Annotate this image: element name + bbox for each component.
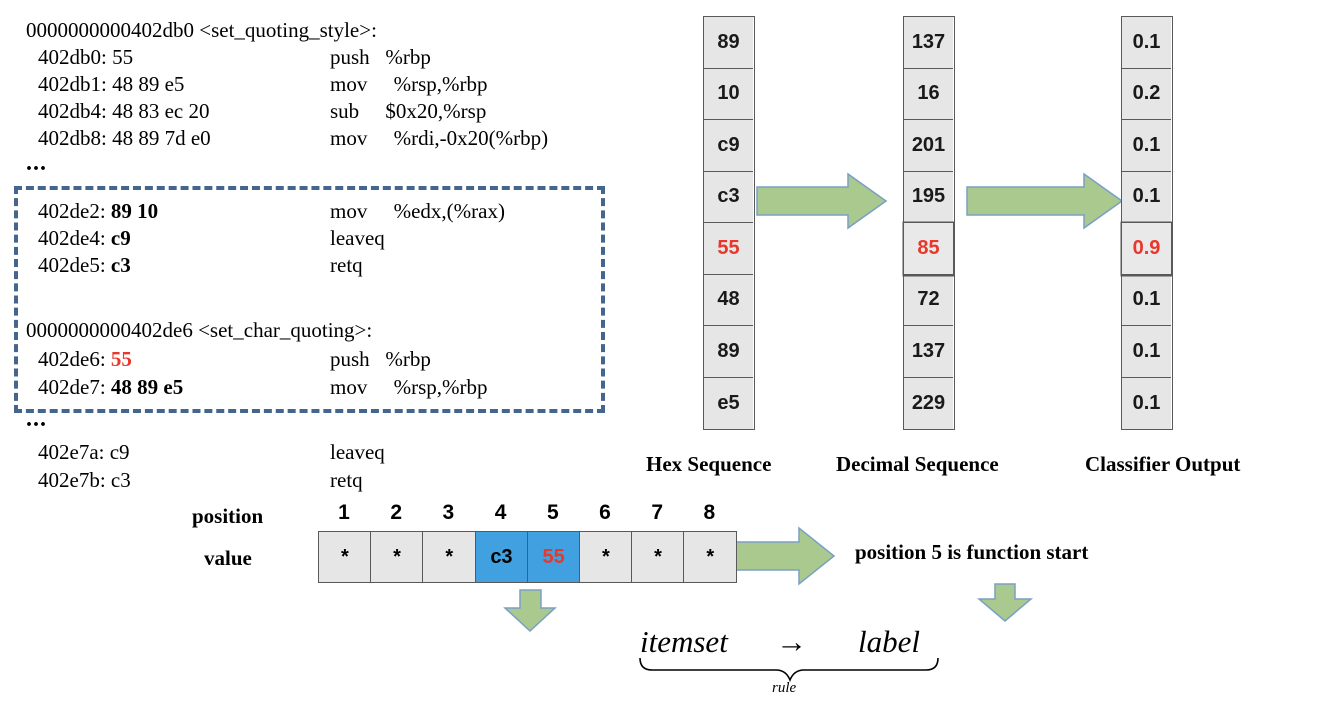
ellipsis: ... — [26, 406, 47, 432]
decimal-cell: 72 — [904, 274, 953, 326]
decimal-cell: 137 — [904, 17, 953, 69]
rule-itemset: itemset — [640, 624, 728, 659]
hex-cell: 55 — [704, 223, 753, 275]
asm-line: 402de7: 48 89 e5 mov %rsp,%rbp — [38, 375, 488, 399]
position-number: 7 — [651, 501, 664, 524]
asm-line: 402db0: 55 push %rbp — [38, 45, 431, 69]
value-cell: * — [422, 531, 477, 583]
result-text: position 5 is function start — [855, 540, 1089, 564]
classifier-cell: 0.1 — [1122, 17, 1171, 69]
func-header-set-quoting-style: 0000000000402db0 <set_quoting_style>: — [26, 18, 377, 42]
hex-cell: e5 — [704, 377, 753, 429]
classifier-cell: 0.9 — [1122, 223, 1171, 275]
classifier-cell: 0.1 — [1122, 274, 1171, 326]
value-cell: * — [631, 531, 685, 583]
classifier-output-label: Classifier Output — [1085, 452, 1241, 476]
arrow-hex-to-decimal — [756, 172, 888, 230]
position-number: 8 — [703, 501, 716, 524]
hex-cell: 89 — [704, 17, 753, 69]
hex-cell: c9 — [704, 120, 753, 172]
func-header-set-char-quoting: 0000000000402de6 <set_char_quoting>: — [26, 318, 373, 342]
rule-caption: rule — [772, 680, 797, 696]
hex-cell: 48 — [704, 274, 753, 326]
classifier-cell: 0.1 — [1122, 171, 1171, 223]
asm-line: 402db8: 48 89 7d e0 mov %rdi,-0x20(%rbp) — [38, 126, 549, 150]
asm-line: 402de2: 89 10 mov %edx,(%rax) — [38, 199, 505, 223]
position-number: 4 — [494, 501, 507, 524]
classifier-cell: 0.1 — [1122, 326, 1171, 378]
decimal-cell: 201 — [904, 120, 953, 172]
position-number: 2 — [390, 501, 403, 524]
rule-label: label — [858, 624, 920, 659]
decimal-cell: 85 — [904, 223, 953, 275]
asm-line: 402db4: 48 83 ec 20 sub $0x20,%rsp — [38, 99, 487, 123]
value-cell: * — [370, 531, 424, 583]
classifier-cell: 0.2 — [1122, 68, 1171, 120]
position-number: 3 — [442, 501, 455, 524]
asm-line: 402db1: 48 89 e5 mov %rsp,%rbp — [38, 72, 488, 96]
value-cell: * — [683, 531, 738, 583]
position-number: 5 — [546, 501, 559, 524]
hex-sequence-column: 89 10 c9 c3 55 48 89 e5 — [703, 16, 755, 430]
decimal-sequence-column: 137 16 201 195 85 72 137 229 — [903, 16, 955, 430]
value-cell: * — [318, 531, 372, 583]
asm-line: 402de5: c3 retq — [38, 253, 363, 277]
position-row-label: position — [192, 504, 264, 528]
decimal-cell: 195 — [904, 171, 953, 223]
decimal-cell: 16 — [904, 68, 953, 120]
value-cell: c3 — [474, 531, 529, 583]
asm-line: 402e7a: c9 leaveq — [38, 440, 385, 464]
asm-line: 402de6: 55 push %rbp — [38, 347, 431, 371]
position-number: 1 — [338, 501, 350, 524]
classifier-output-column: 0.1 0.2 0.1 0.1 0.9 0.1 0.1 0.1 — [1121, 16, 1173, 430]
rule-arrow: → — [776, 624, 807, 659]
decimal-cell: 229 — [904, 377, 953, 429]
position-number: 6 — [599, 501, 611, 524]
value-cell: 55 — [526, 531, 581, 583]
arrow-down-itemset — [503, 589, 557, 633]
highlight-dashed-box — [14, 186, 605, 413]
classifier-cell: 0.1 — [1122, 120, 1171, 172]
hex-cell: c3 — [704, 171, 753, 223]
classifier-cell: 0.1 — [1122, 377, 1171, 429]
hex-cell: 10 — [704, 68, 753, 120]
value-row-label: value — [204, 546, 252, 570]
arrow-value-to-result — [728, 526, 836, 586]
hex-cell: 89 — [704, 326, 753, 378]
ellipsis: ... — [26, 150, 47, 176]
value-cell: * — [579, 531, 633, 583]
arrow-decimal-to-classifier — [966, 172, 1124, 230]
arrow-down-label — [976, 583, 1034, 622]
asm-line: 402de4: c9 leaveq — [38, 226, 385, 250]
decimal-cell: 137 — [904, 326, 953, 378]
hex-sequence-label: Hex Sequence — [646, 452, 772, 476]
asm-line: 402e7b: c3 retq — [38, 468, 363, 492]
rule-underbrace — [639, 657, 939, 683]
decimal-sequence-label: Decimal Sequence — [836, 452, 999, 476]
